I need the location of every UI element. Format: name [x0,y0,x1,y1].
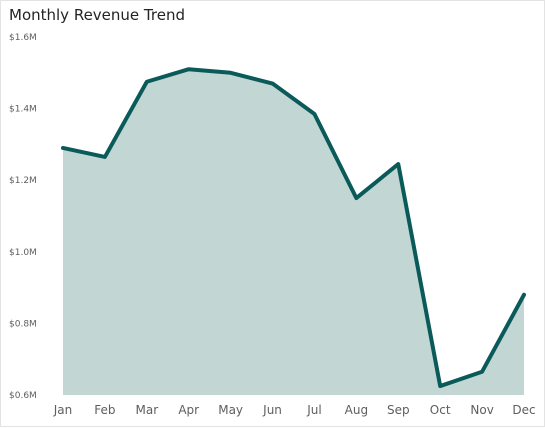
x-tick-label: Nov [470,403,493,417]
x-tick-label: Jul [306,403,321,417]
data-point-oct [438,384,442,388]
x-tick-label: Jan [53,403,73,417]
y-tick-label: $1.6M [9,33,37,43]
y-tick-label: $1.2M [9,176,37,186]
x-tick-label: May [218,403,243,417]
data-point-dec [522,293,526,297]
data-point-mar [145,80,149,84]
data-point-apr [187,67,191,71]
y-tick-label: $0.6M [9,391,37,401]
x-tick-label: Mar [135,403,158,417]
x-tick-label: Dec [512,403,535,417]
data-point-jun [271,82,275,86]
x-tick-label: Aug [345,403,368,417]
x-tick-label: Apr [178,403,199,417]
y-tick-label: $1.0M [9,248,37,258]
y-tick-label: $1.4M [9,105,37,115]
data-point-nov [480,370,484,374]
x-tick-label: Feb [94,403,115,417]
series-line [61,67,526,389]
x-tick-label: Sep [387,403,410,417]
chart-title: Monthly Revenue Trend [9,6,185,24]
data-point-sep [396,162,400,166]
area-fill [63,69,524,395]
data-point-jul [312,112,316,116]
data-point-aug [354,196,358,200]
data-point-may [229,71,233,75]
data-point-feb [103,155,107,159]
data-point-jan [61,146,65,150]
y-tick-label: $0.8M [9,319,37,329]
x-tick-label: Jun [262,403,282,417]
x-tick-label: Oct [430,403,451,417]
